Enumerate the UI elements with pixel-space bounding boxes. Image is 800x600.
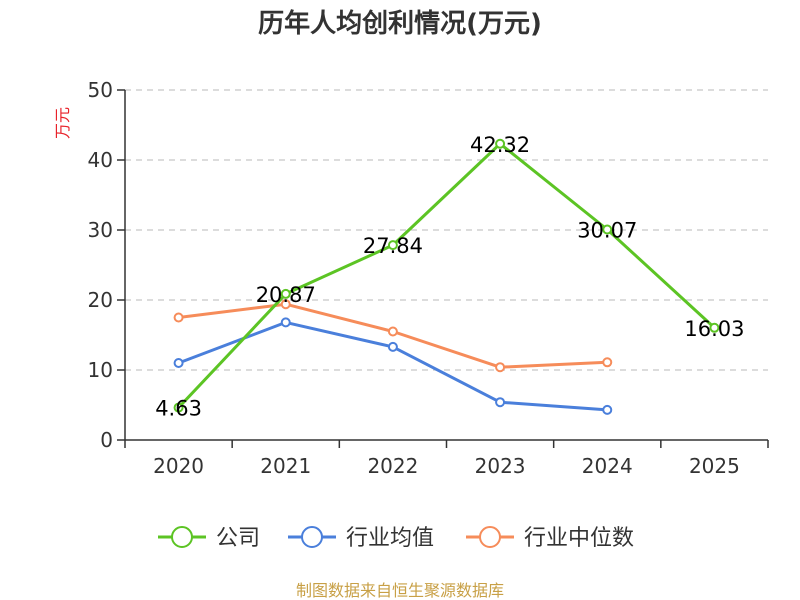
series-0-point-2022 <box>387 240 398 251</box>
data-labels: 4.63 20.87 27.84 42.32 30.07 16.03 <box>155 133 744 421</box>
series-0-point-2025 <box>709 322 720 333</box>
data-label-2021: 20.87 <box>256 283 316 307</box>
y-tick-label-20: 20 <box>88 288 113 312</box>
series-1-point-2023 <box>495 397 506 408</box>
series-line-0 <box>177 142 716 409</box>
data-label-2024: 30.07 <box>577 219 637 243</box>
x-tick-label-2022: 2022 <box>367 454 418 478</box>
data-label-2022: 27.84 <box>363 234 423 258</box>
legend-marker-0 <box>171 526 193 548</box>
series-0-point-2021 <box>280 288 291 299</box>
x-tick-label-2021: 2021 <box>260 454 311 478</box>
series-1-point-2021 <box>280 317 291 328</box>
series-1-point-2020 <box>173 358 184 368</box>
chart-title: 历年人均创利情况(万元) <box>258 8 542 39</box>
axes: 0 10 20 30 40 50 2020 2021 2022 2023 2024 2025 <box>88 78 769 478</box>
data-label-2023: 42.32 <box>470 133 530 157</box>
legend[interactable]: 公司 行业均值 行业中位数 <box>158 526 634 551</box>
series-2-point-2024 <box>602 357 613 368</box>
legend-label-0: 公司 <box>216 526 260 551</box>
series-1-point-2022 <box>387 341 398 352</box>
legend-item-2[interactable]: 行业中位数 <box>466 526 634 551</box>
data-label-2025: 16.03 <box>684 317 744 341</box>
series-0-point-2024 <box>602 224 613 235</box>
legend-item-0[interactable]: 公司 <box>158 526 260 551</box>
x-tick-label-2023: 2023 <box>475 454 526 478</box>
legend-label-1: 行业均值 <box>346 526 434 551</box>
y-tick-label-50: 50 <box>88 78 113 102</box>
y-tick-label-40: 40 <box>88 148 113 172</box>
legend-marker-2 <box>479 526 501 548</box>
x-tick-label-2024: 2024 <box>582 454 633 478</box>
data-label-2020: 4.63 <box>155 397 202 421</box>
x-tick-label-2025: 2025 <box>689 454 740 478</box>
y-tick-label-10: 10 <box>88 358 113 382</box>
series-1-point-2024 <box>602 404 613 415</box>
series-2-point-2021 <box>280 299 291 310</box>
y-axis-label: 万元 <box>53 107 72 139</box>
x-tick-label-2020: 2020 <box>153 454 204 478</box>
y-tick-label-0: 0 <box>100 428 113 452</box>
series-2-point-2020 <box>173 312 184 323</box>
series-2-point-2022 <box>387 326 398 337</box>
y-tick-label-30: 30 <box>88 218 113 242</box>
legend-item-1[interactable]: 行业均值 <box>288 526 434 551</box>
series-group <box>173 138 720 415</box>
legend-label-2: 行业中位数 <box>524 526 634 551</box>
series-0-point-2020 <box>173 402 184 413</box>
legend-marker-1 <box>301 526 323 548</box>
series-0-point-2023 <box>495 138 506 149</box>
data-source-note: 制图数据来自恒生聚源数据库 <box>296 581 504 600</box>
series-2-point-2023 <box>495 362 506 373</box>
grid-lines <box>125 89 768 371</box>
